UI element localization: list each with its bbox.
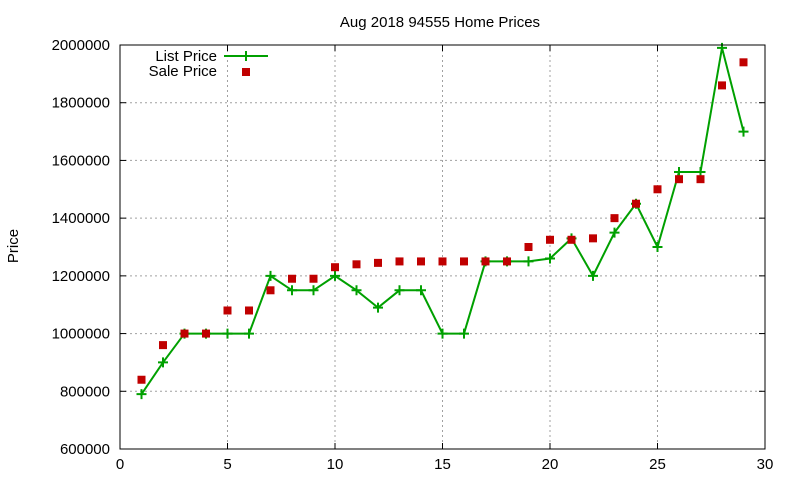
y-axis-label: Price	[5, 229, 22, 263]
list-price-point	[373, 302, 383, 313]
axis-ticks: 0 5 10 15 20 25 30 600000 800000 1000000 1200000 14…	[52, 37, 774, 473]
y-tick-label: 1200000	[52, 268, 110, 285]
sale-price-point	[739, 58, 748, 67]
sale-price-point	[718, 81, 726, 90]
y-tick-label: 1800000	[52, 95, 110, 112]
list-price-point	[588, 270, 598, 281]
legend-label-list-price: List Price	[155, 48, 217, 65]
sale-price-point	[245, 306, 253, 315]
list-price-point	[287, 285, 297, 296]
y-tick-label: 800000	[60, 383, 110, 400]
sale-price-point	[395, 257, 404, 266]
chart-title: Aug 2018 94555 Home Prices	[340, 14, 540, 31]
sale-price-point	[653, 185, 662, 194]
list-price-point	[609, 227, 620, 238]
sale-price-point	[546, 235, 554, 244]
list-price-point	[437, 328, 448, 339]
y-tick-label: 1000000	[52, 326, 110, 343]
list-price-point	[222, 328, 233, 339]
sale-price-point	[309, 274, 318, 283]
list-price-point	[330, 270, 340, 281]
list-price-point	[244, 328, 254, 339]
sale-price-point	[524, 243, 533, 251]
sale-price-point	[223, 306, 232, 315]
legend: List Price Sale Price	[149, 48, 268, 80]
list-price-point	[351, 285, 362, 296]
sale-price-point	[460, 257, 468, 266]
sale-price-point	[202, 329, 210, 338]
sale-price-point	[159, 341, 167, 350]
list-price-point	[265, 270, 276, 281]
x-tick-label: 30	[757, 456, 774, 473]
list-price-point	[523, 256, 534, 267]
sale-price-point	[696, 175, 705, 184]
x-tick-label: 10	[327, 456, 344, 473]
y-tick-label: 2000000	[52, 37, 110, 54]
plot-series	[136, 42, 749, 400]
list-price-point	[416, 285, 426, 296]
list-price-point	[158, 357, 168, 368]
legend-marker-list-price	[241, 51, 251, 61]
sale-price-point	[331, 263, 339, 272]
sale-price-point	[589, 234, 597, 243]
legend-label-sale-price: Sale Price	[149, 63, 217, 80]
legend-marker-sale-price	[242, 68, 250, 76]
sale-price-point	[675, 175, 683, 184]
list-price-point	[738, 126, 749, 137]
grid	[120, 45, 765, 449]
sale-price-point	[288, 274, 296, 283]
y-tick-label: 600000	[60, 441, 110, 458]
x-tick-label: 15	[434, 456, 451, 473]
plot-border	[119, 44, 766, 450]
sale-price-point	[438, 257, 447, 266]
sale-price-point	[352, 260, 361, 269]
sale-price-point	[417, 257, 425, 266]
list-price-point	[394, 285, 405, 296]
sale-price-point	[374, 258, 382, 267]
sale-price-point	[180, 329, 189, 338]
x-tick-label: 0	[116, 456, 124, 473]
x-tick-label: 5	[223, 456, 231, 473]
list-price-point	[459, 328, 469, 339]
list-price-point	[545, 253, 555, 264]
sale-price-point	[503, 257, 511, 266]
y-tick-label: 1600000	[52, 152, 110, 169]
sale-price-point	[481, 257, 490, 266]
sale-price-point	[632, 199, 640, 208]
sale-price-point	[266, 286, 275, 295]
x-tick-label: 20	[542, 456, 559, 473]
list-price-point	[136, 389, 147, 400]
sale-price-point	[137, 375, 146, 384]
y-tick-label: 1400000	[52, 210, 110, 227]
list-price-point	[308, 285, 319, 296]
sale-price-point	[567, 235, 576, 244]
list-price-point	[652, 242, 663, 252]
list-price-point	[717, 42, 727, 53]
sale-price-point	[610, 214, 619, 223]
x-tick-label: 25	[649, 456, 666, 473]
